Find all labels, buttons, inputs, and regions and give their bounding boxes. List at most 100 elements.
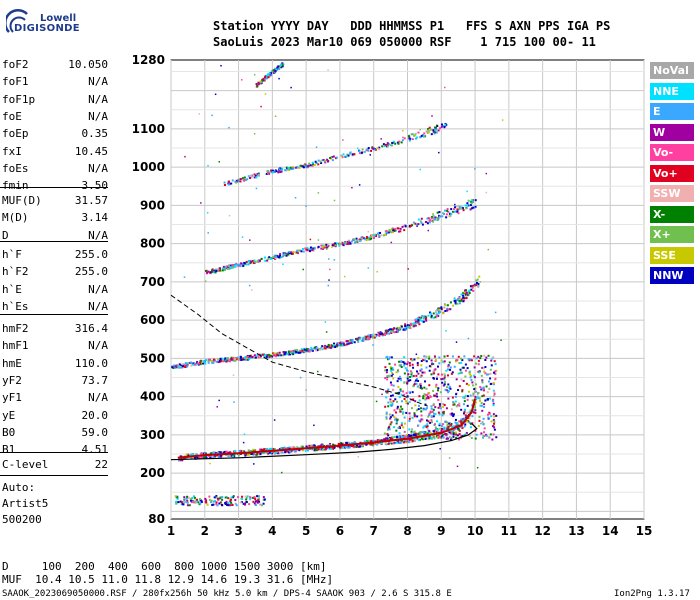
echo-point bbox=[468, 289, 471, 292]
echo-point bbox=[298, 449, 301, 452]
echo-point bbox=[444, 209, 447, 212]
legend-nnw: NNW bbox=[650, 267, 694, 284]
echo-point bbox=[393, 409, 396, 412]
echo-point bbox=[282, 351, 285, 354]
echo-point bbox=[440, 430, 443, 433]
echo-point bbox=[466, 395, 469, 398]
echo-point bbox=[355, 237, 358, 240]
echo-point bbox=[286, 352, 289, 355]
echo-point bbox=[463, 411, 466, 414]
echo-point bbox=[206, 211, 209, 214]
echo-point bbox=[464, 375, 467, 378]
echo-point bbox=[338, 244, 341, 247]
legend-noval: NoVal bbox=[650, 62, 694, 79]
echo-point bbox=[427, 131, 430, 134]
echo-point bbox=[380, 234, 383, 237]
echo-point bbox=[477, 359, 480, 362]
echo-point bbox=[198, 361, 201, 364]
echo-point bbox=[396, 380, 399, 383]
echo-point bbox=[230, 267, 233, 270]
echo-point bbox=[301, 247, 304, 250]
echo-point bbox=[426, 222, 429, 225]
echo-point bbox=[276, 353, 279, 356]
echo-point bbox=[224, 265, 227, 268]
echo-point bbox=[494, 372, 497, 375]
echo-point bbox=[320, 247, 323, 250]
echo-point bbox=[257, 356, 260, 359]
echo-point bbox=[449, 214, 452, 217]
echo-point bbox=[306, 449, 309, 452]
echo-point bbox=[266, 354, 269, 357]
echo-point bbox=[279, 448, 282, 451]
echo-point bbox=[259, 80, 262, 83]
echo-point bbox=[391, 414, 394, 417]
echo-point bbox=[412, 323, 415, 326]
echo-point bbox=[444, 433, 447, 436]
echo-point bbox=[438, 215, 441, 218]
echo-point bbox=[251, 259, 254, 262]
echo-point bbox=[471, 199, 474, 202]
echo-point bbox=[417, 432, 420, 435]
echo-point bbox=[448, 457, 451, 459]
echo-point bbox=[484, 399, 487, 402]
echo-point bbox=[251, 496, 254, 499]
echo-point bbox=[386, 369, 389, 372]
echo-point bbox=[490, 359, 493, 362]
echo-point bbox=[218, 268, 221, 271]
echo-point bbox=[279, 253, 282, 256]
echo-point bbox=[446, 208, 449, 211]
echo-point bbox=[464, 423, 467, 426]
echo-point bbox=[186, 501, 189, 504]
echo-point bbox=[385, 437, 388, 440]
echo-point bbox=[402, 136, 404, 139]
echo-point bbox=[253, 452, 256, 455]
echo-point bbox=[457, 438, 460, 441]
echo-point bbox=[412, 221, 415, 224]
echo-point bbox=[269, 73, 272, 76]
echo-point bbox=[248, 450, 251, 453]
echo-point bbox=[431, 115, 433, 117]
echo-point bbox=[406, 380, 409, 383]
echo-point bbox=[410, 433, 413, 436]
echo-point bbox=[434, 128, 437, 131]
echo-point bbox=[403, 393, 406, 396]
echo-point bbox=[441, 373, 444, 376]
echo-point bbox=[249, 496, 252, 499]
echo-point bbox=[200, 360, 203, 363]
param-value: 3.50 bbox=[81, 179, 109, 193]
param-foes: foEs N/A bbox=[2, 160, 108, 177]
echo-point bbox=[314, 160, 317, 163]
echo-point bbox=[274, 69, 277, 72]
echo-point bbox=[432, 220, 435, 223]
echo-point bbox=[218, 455, 221, 458]
echo-point bbox=[355, 337, 358, 340]
echo-point bbox=[449, 438, 452, 441]
echo-point bbox=[417, 404, 420, 407]
echo-point bbox=[395, 422, 398, 425]
echo-point bbox=[349, 152, 352, 155]
echo-point bbox=[392, 328, 395, 331]
echo-point bbox=[239, 356, 242, 359]
echo-point bbox=[441, 212, 444, 215]
echo-point bbox=[399, 408, 402, 411]
distance-row: D 100 200 400 600 800 1000 1500 3000 [km… bbox=[2, 560, 327, 573]
echo-point bbox=[387, 388, 390, 391]
echo-point bbox=[313, 163, 316, 166]
echo-point bbox=[245, 263, 248, 266]
echo-point bbox=[223, 359, 226, 362]
echo-point bbox=[393, 426, 396, 429]
echo-point bbox=[406, 370, 409, 373]
echo-point bbox=[432, 403, 435, 406]
echo-point bbox=[382, 333, 385, 336]
echo-point bbox=[248, 453, 251, 456]
echo-point bbox=[483, 427, 486, 430]
echo-point bbox=[273, 254, 276, 257]
echo-point bbox=[243, 502, 246, 505]
echo-point bbox=[222, 451, 225, 454]
echo-point bbox=[287, 167, 290, 170]
echo-point bbox=[416, 378, 419, 381]
echo-point bbox=[339, 446, 342, 449]
echo-point bbox=[231, 504, 234, 507]
x-tick-label: 8 bbox=[403, 524, 411, 538]
